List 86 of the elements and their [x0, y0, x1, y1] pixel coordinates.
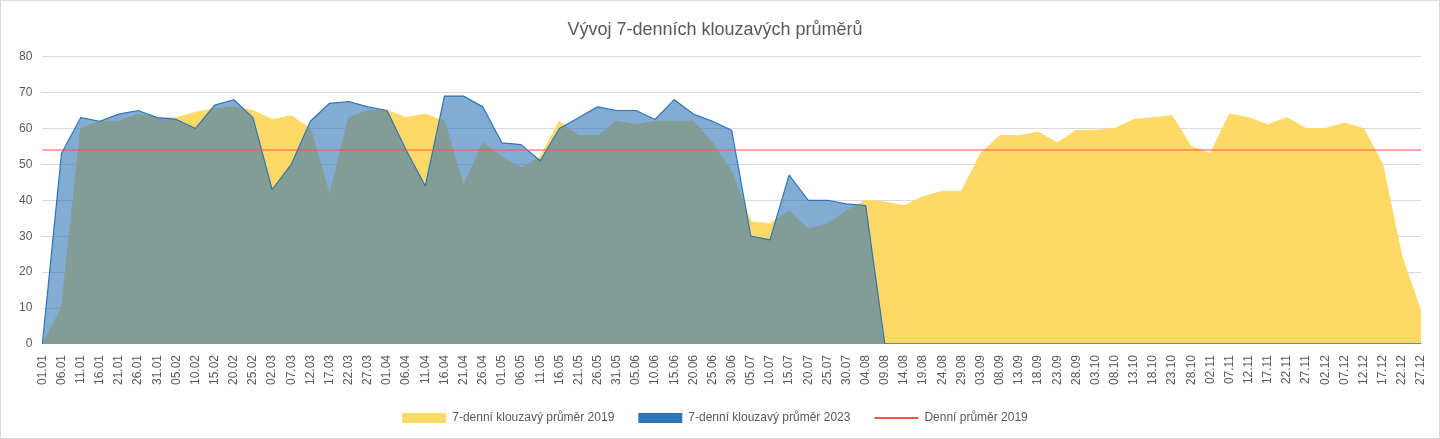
- x-tick-label: 13.10: [1126, 354, 1141, 385]
- x-tick-label: 07.03: [283, 354, 298, 385]
- x-tick-label: 16.05: [551, 354, 566, 385]
- x-tick-label: 21.05: [570, 354, 585, 385]
- x-tick-label: 29.08: [953, 354, 968, 385]
- x-tick-label: 05.02: [168, 354, 183, 385]
- x-tick-label: 06.05: [513, 354, 528, 385]
- x-tick-label: 19.08: [915, 354, 930, 385]
- legend-label: Denní průměr 2019: [924, 410, 1029, 425]
- x-tick-label: 25.07: [819, 354, 834, 385]
- x-tick-label: 12.03: [302, 354, 317, 385]
- x-tick-label: 05.06: [628, 354, 643, 385]
- x-tick-label: 25.06: [704, 354, 719, 385]
- x-tick-label: 07.12: [1336, 354, 1351, 385]
- x-tick-label: 12.11: [1240, 354, 1255, 385]
- x-tick-label: 08.09: [992, 354, 1007, 385]
- x-tick-label: 15.07: [781, 354, 796, 385]
- x-tick-label: 15.02: [206, 354, 221, 385]
- x-tick-label: 02.03: [264, 354, 279, 385]
- chart-title: Vývoj 7-denních klouzavých průměrů: [567, 18, 863, 39]
- x-tick-label: 11.04: [417, 354, 432, 385]
- y-tick-label: 20: [18, 264, 33, 279]
- x-tick-label: 27.03: [360, 354, 375, 385]
- x-tick-label: 08.10: [1106, 354, 1121, 385]
- x-tick-label: 10.02: [187, 354, 202, 385]
- x-tick-label: 15.06: [666, 354, 681, 385]
- x-tick-label: 27.12: [1413, 354, 1428, 385]
- x-tick-label: 21.04: [455, 354, 470, 385]
- y-tick-label: 60: [18, 120, 33, 135]
- x-tick-label: 01.01: [34, 354, 49, 385]
- x-tick-label: 20.02: [226, 354, 241, 385]
- x-tick-label: 23.10: [1164, 354, 1179, 385]
- x-tick-label: 28.09: [1068, 354, 1083, 385]
- x-tick-label: 06.01: [53, 354, 68, 385]
- x-tick-label: 30.06: [723, 354, 738, 385]
- x-tick-label: 10.07: [762, 354, 777, 385]
- x-tick-label: 01.05: [494, 354, 509, 385]
- x-tick-label: 27.11: [1298, 354, 1313, 385]
- x-tick-label: 09.08: [877, 354, 892, 385]
- x-tick-label: 31.01: [149, 354, 164, 385]
- x-tick-label: 16.04: [436, 354, 451, 385]
- y-tick-label: 0: [25, 336, 33, 351]
- x-tick-label: 25.02: [245, 354, 260, 385]
- y-tick-label: 70: [18, 84, 33, 99]
- x-tick-label: 16.01: [92, 354, 107, 385]
- x-tick-label: 28.10: [1183, 354, 1198, 385]
- x-tick-label: 21.01: [111, 354, 126, 385]
- y-tick-label: 40: [18, 192, 33, 207]
- x-tick-label: 22.12: [1394, 354, 1409, 385]
- x-tick-label: 02.12: [1317, 354, 1332, 385]
- x-tick-label: 20.07: [800, 354, 815, 385]
- x-tick-label: 17.03: [321, 354, 336, 385]
- x-tick-label: 02.11: [1202, 354, 1217, 385]
- x-tick-label: 14.08: [896, 354, 911, 385]
- y-tick-label: 50: [18, 156, 33, 171]
- x-tick-label: 01.04: [379, 354, 394, 385]
- x-tick-label: 10.06: [647, 354, 662, 385]
- x-tick-label: 17.12: [1375, 354, 1390, 385]
- x-tick-label: 13.09: [1011, 354, 1026, 385]
- x-tick-label: 11.05: [532, 354, 547, 385]
- x-tick-label: 18.10: [1145, 354, 1160, 385]
- x-tick-label: 07.11: [1221, 354, 1236, 385]
- x-tick-label: 24.08: [934, 354, 949, 385]
- x-tick-label: 12.12: [1355, 354, 1370, 385]
- x-tick-label: 03.09: [972, 354, 987, 385]
- x-tick-label: 26.05: [589, 354, 604, 385]
- y-tick-label: 10: [18, 300, 33, 315]
- x-tick-label: 22.03: [341, 354, 356, 385]
- x-tick-label: 17.11: [1260, 354, 1275, 385]
- y-tick-label: 80: [18, 48, 33, 63]
- x-tick-label: 23.09: [1049, 354, 1064, 385]
- y-tick-label: 30: [18, 228, 33, 243]
- legend-label: 7-denní klouzavý průměr 2023: [688, 410, 851, 425]
- x-tick-label: 06.04: [398, 354, 413, 385]
- x-tick-label: 31.05: [609, 354, 624, 385]
- x-tick-label: 26.04: [475, 354, 490, 385]
- x-tick-label: 04.08: [858, 354, 873, 385]
- x-tick-label: 03.10: [1087, 354, 1102, 385]
- x-tick-label: 22.11: [1279, 354, 1294, 385]
- x-tick-label: 18.09: [1030, 354, 1045, 385]
- x-tick-label: 05.07: [743, 354, 758, 385]
- legend-label: 7-denní klouzavý průměr 2019: [452, 410, 615, 425]
- x-tick-label: 20.06: [685, 354, 700, 385]
- x-tick-label: 26.01: [130, 354, 145, 385]
- x-tick-label: 30.07: [838, 354, 853, 385]
- x-tick-label: 11.01: [72, 354, 87, 385]
